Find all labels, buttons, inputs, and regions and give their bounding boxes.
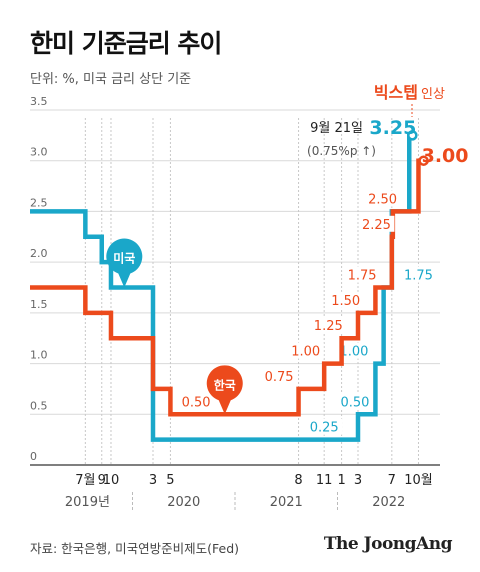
marker-pin-shape xyxy=(106,238,143,288)
value-label-kr: 2.50 xyxy=(368,192,397,207)
us-end-date-label: 9월 21일 xyxy=(310,121,363,136)
y-tick-label: 0 xyxy=(30,450,37,463)
y-tick-label: 1.5 xyxy=(30,298,48,311)
value-label-kr: 2.25 xyxy=(362,218,391,233)
x-month-label: 10 xyxy=(103,473,120,488)
value-label-bg xyxy=(287,342,324,359)
y-tick-label: 3.5 xyxy=(30,95,48,108)
value-label-bg xyxy=(364,190,401,207)
y-tick-label: 2.0 xyxy=(30,247,48,260)
y-tick-label: 0.5 xyxy=(30,399,48,412)
big-step-suffix: 인상 xyxy=(421,87,445,102)
x-month-label: 3 xyxy=(354,473,362,488)
x-year-label: 2021 xyxy=(270,495,303,510)
value-label-kr: 0.75 xyxy=(265,370,294,385)
y-tick-label: 1.0 xyxy=(30,349,48,362)
value-label-bg xyxy=(327,291,364,308)
value-label-us: 1.75 xyxy=(404,269,433,284)
value-label-bg xyxy=(306,418,343,435)
value-label-kr: 1.25 xyxy=(314,319,343,334)
rate-chart: 0 0.5 1.0 1.5 2.0 2.5 3.0 3.5 2019년 2020 2021 2022 7… xyxy=(30,83,469,510)
x-month-label: 7 xyxy=(388,473,396,488)
x-month-label: 8 xyxy=(294,473,302,488)
marker-pin-kr: 한국 xyxy=(206,365,243,415)
us-end-note-label: (0.75%p ↑) xyxy=(307,144,376,158)
value-label-bg xyxy=(400,266,437,283)
y-tick-label: 2.5 xyxy=(30,196,48,209)
value-label-bg xyxy=(178,393,215,410)
value-label-bg xyxy=(310,317,347,334)
page-title: 한미 기준금리 추이 xyxy=(30,29,222,58)
series-end-point-kr xyxy=(418,155,429,166)
value-label-kr: 0.50 xyxy=(182,395,211,410)
series-end-point-us xyxy=(407,130,418,141)
marker-pin-us: 미국 xyxy=(106,238,143,288)
x-month-label: 11 xyxy=(316,473,333,488)
brand-logo: The JoongAng xyxy=(323,534,453,554)
x-month-label: 10월 xyxy=(404,473,433,488)
x-month-label: 7월 xyxy=(75,473,95,488)
value-label-kr: 1.75 xyxy=(348,269,377,284)
unit-note: 단위: %, 미국 금리 상단 기준 xyxy=(30,72,192,87)
source-note: 자료: 한국은행, 미국연방준비제도(Fed) xyxy=(30,541,240,556)
series-line-kr xyxy=(30,158,424,417)
marker-pin-label: 한국 xyxy=(214,377,236,392)
x-year-label: 2022 xyxy=(372,495,405,510)
value-label-bg xyxy=(358,215,395,232)
value-label-bg xyxy=(335,342,372,359)
x-year-label: 2019년 xyxy=(65,495,110,510)
x-month-label: 5 xyxy=(166,473,174,488)
value-label-us: 1.00 xyxy=(339,345,368,360)
value-label-bg xyxy=(336,393,373,410)
kr-end-value-label: 3.00 xyxy=(422,145,469,167)
value-label-kr: 1.00 xyxy=(291,345,320,360)
x-month-label: 9 xyxy=(98,473,106,488)
us-end-value-label: 3.25 xyxy=(369,117,416,139)
marker-pin-label: 미국 xyxy=(113,251,135,266)
value-label-bg xyxy=(261,367,298,384)
x-month-label: 1 xyxy=(337,473,345,488)
big-step-label: 빅스텝 xyxy=(374,83,418,102)
value-label-bg xyxy=(344,266,381,283)
value-label-kr: 1.50 xyxy=(331,294,360,309)
marker-pin-shape xyxy=(206,365,243,415)
value-label-us: 0.25 xyxy=(310,421,339,436)
x-month-label: 3 xyxy=(149,473,157,488)
value-label-us: 0.50 xyxy=(340,395,369,410)
x-year-label: 2020 xyxy=(167,495,200,510)
y-tick-label: 3.0 xyxy=(30,146,48,159)
